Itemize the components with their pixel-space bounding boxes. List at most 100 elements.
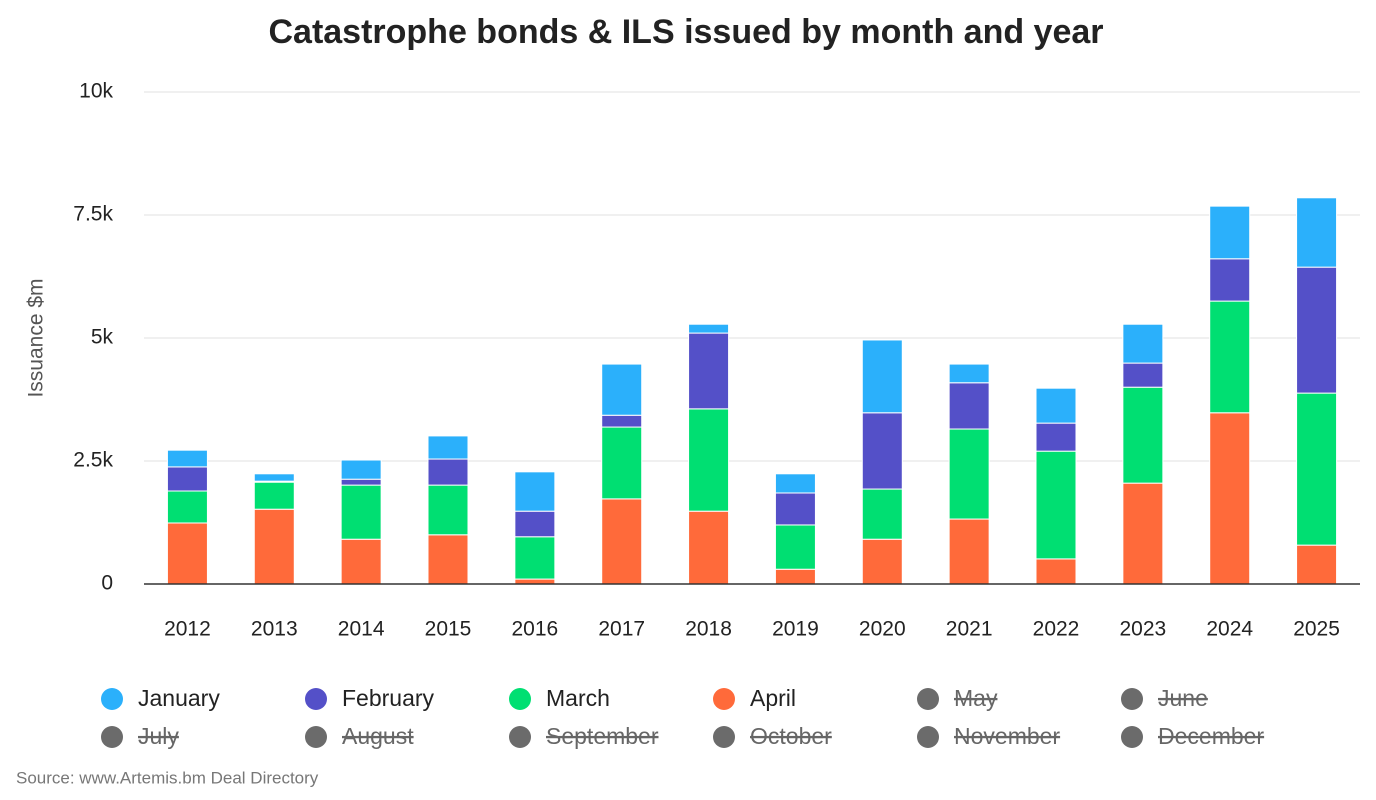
y-tick-label: 7.5k xyxy=(73,203,113,226)
bar-segment xyxy=(253,508,295,585)
bar-segment xyxy=(1209,205,1251,260)
bar-segment xyxy=(166,449,208,468)
bar-segment xyxy=(166,466,208,492)
bar-segment xyxy=(601,498,643,585)
legend-swatch[interactable] xyxy=(101,726,123,748)
bar-segment xyxy=(601,414,643,428)
legend-swatch[interactable] xyxy=(917,726,939,748)
bar-segment xyxy=(774,524,816,570)
bar-segment xyxy=(861,538,903,585)
legend-label[interactable]: August xyxy=(342,723,414,749)
legend-swatch[interactable] xyxy=(509,726,531,748)
bar-segment xyxy=(166,490,208,524)
bar-segment xyxy=(861,488,903,540)
x-tick-label: 2013 xyxy=(251,618,298,641)
bar-segment xyxy=(1035,422,1077,452)
bar-segment xyxy=(1296,266,1338,394)
bar-segment xyxy=(340,538,382,585)
bar-segment xyxy=(427,484,469,536)
y-tick-label: 2.5k xyxy=(73,449,113,472)
legend-swatch[interactable] xyxy=(713,726,735,748)
bar-segment xyxy=(1035,558,1077,585)
bar-segment xyxy=(774,473,816,494)
bar-segment xyxy=(948,382,990,430)
y-tick-label: 5k xyxy=(91,326,114,349)
x-tick-label: 2024 xyxy=(1206,618,1253,641)
bar-segment xyxy=(1122,482,1164,585)
legend-swatch[interactable] xyxy=(1121,688,1143,710)
bar-segment xyxy=(688,408,730,512)
x-tick-label: 2022 xyxy=(1033,618,1080,641)
x-tick-label: 2025 xyxy=(1293,618,1340,641)
x-tick-label: 2015 xyxy=(425,618,472,641)
legend-label[interactable]: July xyxy=(138,723,179,749)
bar-segment xyxy=(861,412,903,490)
x-tick-label: 2014 xyxy=(338,618,385,641)
x-tick-label: 2016 xyxy=(511,618,558,641)
bar-segment xyxy=(427,458,469,486)
bar-segment xyxy=(861,339,903,414)
legend-label[interactable]: December xyxy=(1158,723,1264,749)
x-tick-label: 2019 xyxy=(772,618,819,641)
bar-segment xyxy=(427,534,469,585)
bar-segment xyxy=(253,481,295,510)
legend-swatch[interactable] xyxy=(1121,726,1143,748)
legend-label[interactable]: May xyxy=(954,685,998,711)
bar-segment xyxy=(688,323,730,334)
bar-segment xyxy=(340,478,382,486)
bar-segment xyxy=(514,536,556,580)
bar-segment xyxy=(427,435,469,460)
y-tick-label: 10k xyxy=(79,80,113,103)
bar-segment xyxy=(166,522,208,585)
legend-label[interactable]: November xyxy=(954,723,1060,749)
x-tick-label: 2021 xyxy=(946,618,993,641)
legend-label[interactable]: February xyxy=(342,685,435,711)
bar-segment xyxy=(601,363,643,416)
legend-label[interactable]: March xyxy=(546,685,610,711)
legend-swatch[interactable] xyxy=(101,688,123,710)
x-tick-label: 2020 xyxy=(859,618,906,641)
bar-segment xyxy=(688,332,730,410)
legend-label[interactable]: October xyxy=(750,723,832,749)
bar-segment xyxy=(1122,323,1164,364)
bar-segment xyxy=(1296,544,1338,585)
bar-segment xyxy=(1209,412,1251,585)
y-axis-label: Issuance $m xyxy=(25,278,48,397)
bar-segment xyxy=(1035,450,1077,560)
bar-segment xyxy=(514,471,556,512)
bar-segment xyxy=(1122,386,1164,484)
legend-swatch[interactable] xyxy=(305,688,327,710)
bar-segment xyxy=(948,363,990,384)
y-tick-label: 0 xyxy=(101,572,113,595)
legend-label[interactable]: September xyxy=(546,723,659,749)
bar-segment xyxy=(340,459,382,480)
bar-segment xyxy=(601,426,643,500)
bar-segment xyxy=(1122,362,1164,388)
bar-segment xyxy=(948,428,990,520)
legend-swatch[interactable] xyxy=(509,688,531,710)
x-tick-label: 2012 xyxy=(164,618,211,641)
legend-label[interactable]: June xyxy=(1158,685,1208,711)
bar-segment xyxy=(774,492,816,526)
legend-label[interactable]: January xyxy=(138,685,220,711)
source: Source: www.Artemis.bm Deal Directory xyxy=(16,768,319,787)
legend-swatch[interactable] xyxy=(713,688,735,710)
bar-segment xyxy=(774,568,816,585)
legend-swatch[interactable] xyxy=(917,688,939,710)
bar-segment xyxy=(253,473,295,482)
bar-segment xyxy=(514,510,556,538)
x-tick-label: 2017 xyxy=(598,618,645,641)
bar-segment xyxy=(1296,392,1338,546)
x-tick-label: 2018 xyxy=(685,618,732,641)
bar-segment xyxy=(1209,300,1251,414)
bar-segment xyxy=(1209,258,1251,302)
bar-segment xyxy=(688,510,730,585)
legend-label[interactable]: April xyxy=(750,685,796,711)
bar-segment xyxy=(1035,387,1077,424)
legend-swatch[interactable] xyxy=(305,726,327,748)
bar-segment xyxy=(1296,197,1338,268)
chart-title: Catastrophe bonds & ILS issued by month … xyxy=(268,13,1103,51)
bar-segment xyxy=(340,484,382,540)
bar-segment xyxy=(948,518,990,585)
